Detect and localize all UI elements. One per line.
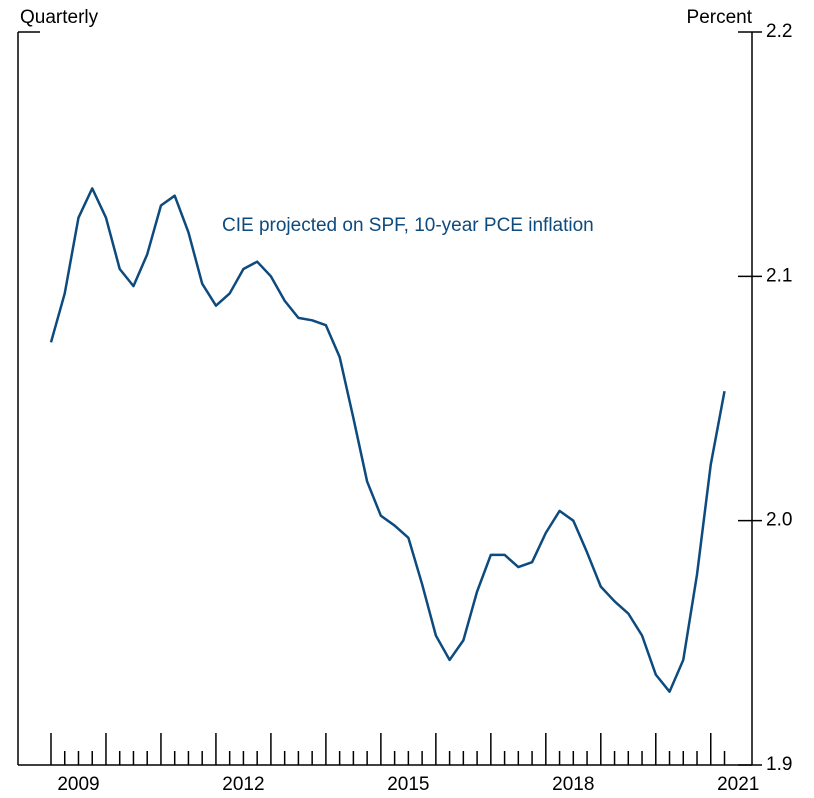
- x-tick-label: 2021: [717, 774, 759, 795]
- x-tick-label: 2018: [552, 774, 594, 795]
- x-tick-label: 2009: [57, 774, 99, 795]
- series-annotation: CIE projected on SPF, 10-year PCE inflat…: [222, 215, 594, 236]
- left-axis-label: Quarterly: [20, 7, 99, 28]
- y-tick-label: 2.2: [766, 21, 792, 42]
- x-tick-label: 2012: [222, 774, 264, 795]
- y-tick-label: 1.9: [766, 754, 792, 775]
- series-line: [49, 187, 726, 693]
- right-axis-label: Percent: [687, 7, 753, 28]
- y-tick-label: 2.0: [766, 510, 792, 531]
- x-tick-label: 2015: [387, 774, 429, 795]
- y-tick-label: 2.1: [766, 265, 792, 286]
